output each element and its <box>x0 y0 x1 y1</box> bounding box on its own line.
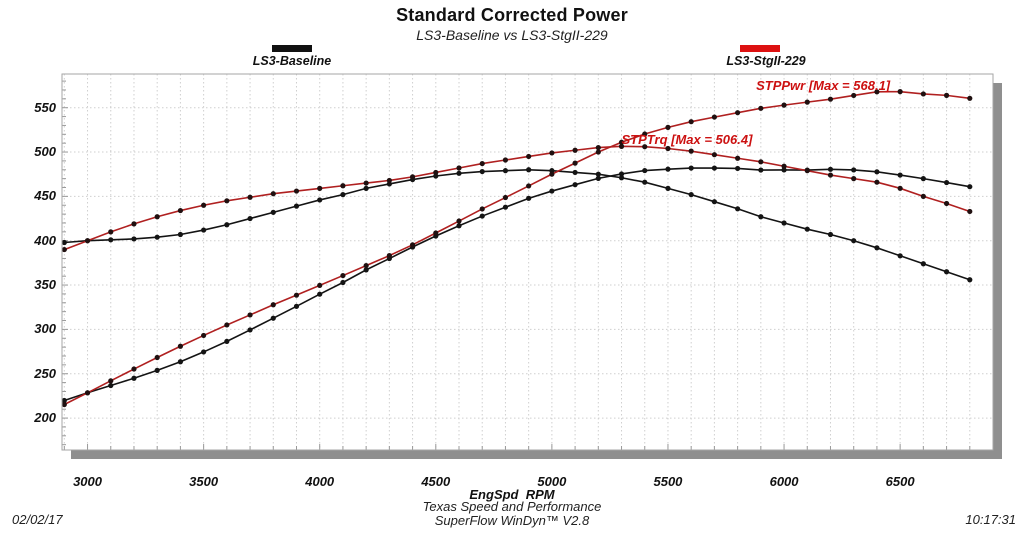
page-title: Standard Corrected Power <box>396 5 628 25</box>
y-tick-label: 500 <box>34 144 56 160</box>
page-subtitle: LS3-Baseline vs LS3-StgII-229 <box>416 27 608 43</box>
y-tick-label: 350 <box>34 277 56 293</box>
y-tick-label: 400 <box>34 232 56 248</box>
x-tick-label: 5500 <box>653 474 683 489</box>
legend-label-baseline: LS3-Baseline <box>252 54 332 68</box>
time-label: 10:17:31 <box>965 512 1016 527</box>
x-axis-title: EngSpd RPM <box>469 487 555 502</box>
x-tick-label: 4000 <box>305 474 335 489</box>
footer-shop-name: Texas Speed and Performance <box>422 499 602 514</box>
footer-software-version: SuperFlow WinDyn™ V2.8 <box>434 513 590 528</box>
legend-swatch-baseline <box>272 45 312 52</box>
x-tick-label: 5000 <box>537 474 567 489</box>
y-tick-label: 250 <box>34 365 56 381</box>
x-tick-label: 6500 <box>885 474 915 489</box>
legend-swatch-stg2 <box>740 45 780 52</box>
legend-label-stg2: LS3-StgII-229 <box>726 54 806 68</box>
x-tick-label: 3500 <box>189 474 219 489</box>
x-tick-label: 6000 <box>769 474 799 489</box>
annotation-stptrq-max: STPTrq [Max = 506.4] <box>621 132 753 148</box>
annotation-stppwr-max: STPPwr [Max = 568.1] <box>756 77 891 93</box>
y-tick-label: 200 <box>34 410 56 426</box>
y-tick-label: 450 <box>34 188 56 204</box>
x-tick-label: 4500 <box>421 474 451 489</box>
x-tick-label: 3000 <box>73 474 102 489</box>
y-tick-label: 550 <box>34 99 56 115</box>
y-tick-label: 300 <box>34 321 56 337</box>
date-label: 02/02/17 <box>12 512 63 527</box>
